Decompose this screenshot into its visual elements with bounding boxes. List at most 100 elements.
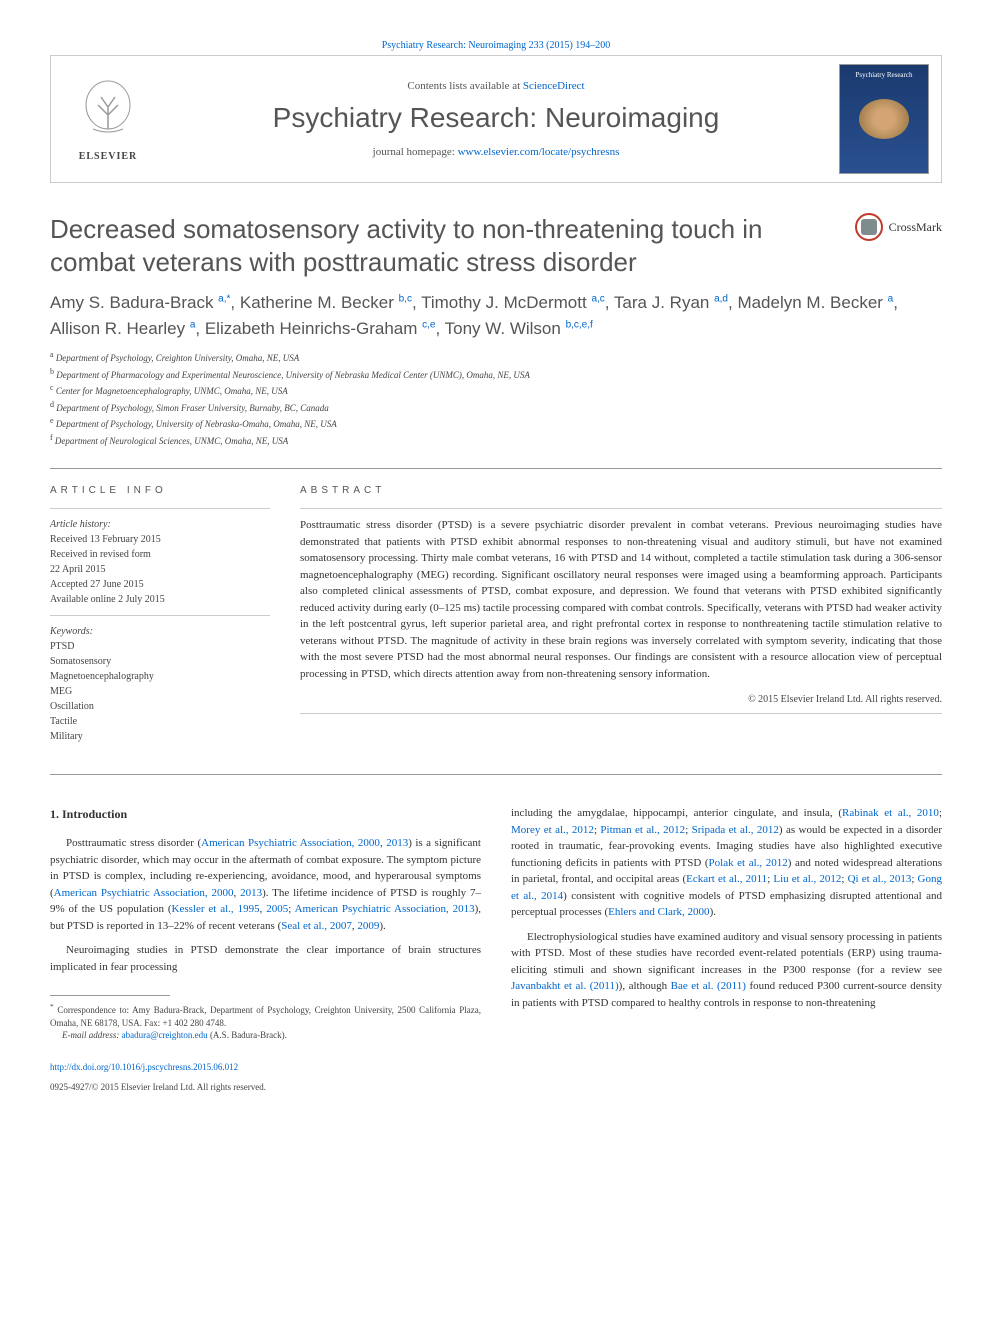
citation-link[interactable]: Sripada et al., 2012 [692, 824, 779, 836]
keyword: Magnetoencephalography [50, 669, 270, 684]
history-line: Accepted 27 June 2015 [50, 577, 270, 592]
author: Elizabeth Heinrichs-Graham c,e [205, 319, 436, 338]
cover-title: Psychiatry Research [856, 71, 913, 79]
contents-prefix: Contents lists available at [407, 80, 522, 92]
keywords-label: Keywords: [50, 624, 270, 639]
citation-link[interactable]: Qi et al., 2013 [848, 873, 912, 885]
author: Tony W. Wilson b,c,e,f [445, 319, 593, 338]
body-paragraph: Electrophysiological studies have examin… [511, 929, 942, 1012]
body-section: 1. Introduction Posttraumatic stress dis… [50, 805, 942, 1042]
corr-marker: * [50, 1002, 54, 1011]
page-footer: http://dx.doi.org/10.1016/j.pscychresns.… [50, 1062, 942, 1092]
divider [50, 774, 942, 775]
email-link[interactable]: abadura@creighton.edu [122, 1030, 208, 1040]
citation-link[interactable]: American Psychiatric Association, 2013 [295, 903, 475, 915]
journal-cover: Psychiatry Research [839, 64, 929, 174]
correspondence-footnote: * Correspondence to: Amy Badura-Brack, D… [50, 1002, 481, 1042]
elsevier-logo: ELSEVIER [63, 69, 153, 169]
abstract-head: ABSTRACT [300, 485, 942, 496]
article-title-row: Decreased somatosensory activity to non-… [50, 213, 942, 278]
affiliation: e Department of Psychology, University o… [50, 415, 942, 432]
citation-link[interactable]: Rabinak et al., 2010 [842, 807, 939, 819]
citation-link[interactable]: Liu et al., 2012 [773, 873, 841, 885]
citation-link[interactable]: Pitman et al., 2012 [600, 824, 685, 836]
sciencedirect-link[interactable]: ScienceDirect [523, 80, 585, 92]
crossmark-label: CrossMark [889, 220, 942, 235]
body-paragraph: Neuroimaging studies in PTSD demonstrate… [50, 942, 481, 975]
top-citation-link[interactable]: Psychiatry Research: Neuroimaging 233 (2… [382, 40, 611, 51]
author: Tara J. Ryan a,d [614, 293, 728, 312]
affiliation: a Department of Psychology, Creighton Un… [50, 349, 942, 366]
keyword: Somatosensory [50, 654, 270, 669]
divider [50, 468, 942, 469]
citation-link[interactable]: Javanbakht et al. (2011) [511, 980, 619, 992]
body-paragraph: including the amygdalae, hippocampi, ant… [511, 805, 942, 921]
homepage-line: journal homepage: www.elsevier.com/locat… [153, 146, 839, 158]
citation-link[interactable]: 2013 [240, 887, 262, 899]
authors-list: Amy S. Badura-Brack a,*, Katherine M. Be… [50, 290, 942, 341]
history-line: Available online 2 July 2015 [50, 592, 270, 607]
abstract-column: ABSTRACT Posttraumatic stress disorder (… [300, 485, 942, 744]
author: Amy S. Badura-Brack a,* [50, 293, 230, 312]
author: Katherine M. Becker b,c [240, 293, 412, 312]
history-line: 22 April 2015 [50, 562, 270, 577]
homepage-link[interactable]: www.elsevier.com/locate/psychresns [458, 146, 620, 158]
journal-header-box: ELSEVIER Contents lists available at Sci… [50, 55, 942, 183]
affiliation: b Department of Pharmacology and Experim… [50, 366, 942, 383]
keyword: PTSD [50, 639, 270, 654]
issn-copyright: 0925-4927/© 2015 Elsevier Ireland Ltd. A… [50, 1082, 942, 1092]
citation-link[interactable]: Seal et al., 2007 [281, 920, 352, 932]
history-line: Received 13 February 2015 [50, 532, 270, 547]
divider-sm [50, 615, 270, 616]
doi-link[interactable]: http://dx.doi.org/10.1016/j.pscychresns.… [50, 1062, 238, 1072]
header-center: Contents lists available at ScienceDirec… [153, 80, 839, 158]
keyword: Military [50, 729, 270, 744]
citation-link[interactable]: Morey et al., 2012 [511, 824, 594, 836]
citation-link[interactable]: American Psychiatric Association, 2000 [54, 887, 234, 899]
history-label: Article history: [50, 517, 270, 532]
citation-link[interactable]: Ehlers and Clark, 2000 [608, 906, 709, 918]
journal-title: Psychiatry Research: Neuroimaging [153, 102, 839, 134]
citation-link[interactable]: 2009 [357, 920, 379, 932]
crossmark-icon [855, 213, 883, 241]
author: Allison R. Hearley a [50, 319, 195, 338]
affiliations-list: a Department of Psychology, Creighton Un… [50, 349, 942, 448]
citation-link[interactable]: Polak et al., 2012 [709, 857, 788, 869]
crossmark-badge[interactable]: CrossMark [855, 213, 942, 241]
email-suffix: (A.S. Badura-Brack). [208, 1030, 287, 1040]
cover-image-icon [859, 99, 909, 139]
abstract-copyright: © 2015 Elsevier Ireland Ltd. All rights … [300, 694, 942, 705]
keyword: MEG [50, 684, 270, 699]
divider-sm [300, 713, 942, 714]
article-info-column: ARTICLE INFO Article history: Received 1… [50, 485, 270, 744]
affiliation: f Department of Neurological Sciences, U… [50, 432, 942, 449]
citation-link[interactable]: Bae et al. (2011) [671, 980, 746, 992]
affiliation: c Center for Magnetoencephalography, UNM… [50, 382, 942, 399]
citation-link[interactable]: Kessler et al., 1995 [172, 903, 260, 915]
info-abstract-row: ARTICLE INFO Article history: Received 1… [50, 485, 942, 744]
body-columns: 1. Introduction Posttraumatic stress dis… [50, 805, 942, 1042]
article-history: Article history: Received 13 February 20… [50, 517, 270, 607]
keyword: Oscillation [50, 699, 270, 714]
top-citation: Psychiatry Research: Neuroimaging 233 (2… [50, 40, 942, 51]
history-line: Received in revised form [50, 547, 270, 562]
article-title: Decreased somatosensory activity to non-… [50, 213, 855, 278]
citation-link[interactable]: 2005 [266, 903, 288, 915]
contents-line: Contents lists available at ScienceDirec… [153, 80, 839, 92]
citation-link[interactable]: American Psychiatric Association, 2000 [201, 837, 380, 849]
citation-link[interactable]: 2013 [386, 837, 408, 849]
email-label: E-mail address: [62, 1030, 122, 1040]
affiliation: d Department of Psychology, Simon Fraser… [50, 399, 942, 416]
author: Madelyn M. Becker a [737, 293, 893, 312]
body-paragraph: Posttraumatic stress disorder (American … [50, 835, 481, 934]
article-info-head: ARTICLE INFO [50, 485, 270, 496]
keyword: Tactile [50, 714, 270, 729]
citation-link[interactable]: Eckart et al., 2011 [686, 873, 767, 885]
elsevier-tree-icon [73, 77, 143, 147]
section-heading-1: 1. Introduction [50, 805, 481, 823]
divider-sm [50, 508, 270, 509]
elsevier-label: ELSEVIER [79, 151, 138, 162]
corr-text: Correspondence to: Amy Badura-Brack, Dep… [50, 1005, 481, 1028]
divider-sm [300, 508, 942, 509]
keywords-block: Keywords: PTSDSomatosensoryMagnetoenceph… [50, 624, 270, 744]
